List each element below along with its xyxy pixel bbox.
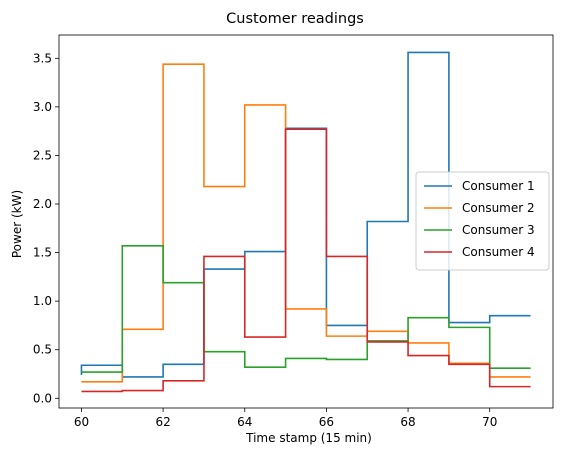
legend-label-2: Consumer 2 (462, 201, 535, 215)
x-tick-label-1: 62 (155, 415, 170, 429)
series-line-consumer-2 (81, 63, 531, 383)
x-axis-label: Time stamp (15 min) (245, 431, 372, 445)
legend-label-3: Consumer 3 (462, 223, 535, 237)
y-tick-label-2: 1.0 (33, 294, 52, 308)
y-tick-label-7: 3.5 (33, 51, 52, 65)
y-tick-label-4: 2.0 (33, 197, 52, 211)
x-tick-label-5: 70 (482, 415, 497, 429)
legend-label-4: Consumer 4 (462, 245, 535, 259)
x-tick-label-3: 66 (319, 415, 334, 429)
plot-frame (58, 34, 554, 409)
y-tick-label-5: 2.5 (33, 148, 52, 162)
y-tick-label-1: 0.5 (33, 343, 52, 357)
series-layer (80, 51, 531, 393)
x-axis: 60 62 64 66 68 70 (74, 408, 497, 429)
x-tick-label-0: 60 (74, 415, 89, 429)
legend: Consumer 1 Consumer 2 Consumer 3 Consumer 4 (415, 171, 550, 271)
y-axis: 0.0 0.5 1.0 1.5 2.0 2.5 3.0 3.5 (33, 51, 59, 405)
chart-title: Customer readings (226, 11, 364, 27)
x-tick-label-4: 68 (400, 415, 415, 429)
series-line-consumer-3 (81, 244, 531, 373)
y-tick-label-3: 1.5 (33, 246, 52, 260)
series-line-consumer-4 (81, 128, 531, 393)
y-tick-label-0: 0.0 (33, 391, 52, 405)
y-tick-label-6: 3.0 (33, 100, 52, 114)
x-tick-label-2: 64 (237, 415, 252, 429)
y-axis-label: Power (kW) (10, 190, 24, 258)
legend-label-1: Consumer 1 (462, 179, 535, 193)
legend-box (415, 171, 550, 271)
